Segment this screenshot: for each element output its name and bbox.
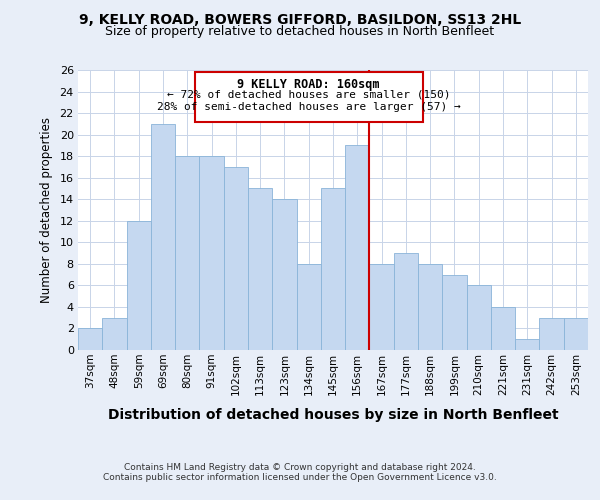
Bar	[370, 264, 394, 350]
Bar	[539, 318, 564, 350]
Bar	[442, 274, 467, 350]
Bar	[418, 264, 442, 350]
Text: 9, KELLY ROAD, BOWERS GIFFORD, BASILDON, SS13 2HL: 9, KELLY ROAD, BOWERS GIFFORD, BASILDON,…	[79, 12, 521, 26]
Text: Distribution of detached houses by size in North Benfleet: Distribution of detached houses by size …	[107, 408, 559, 422]
Bar	[127, 221, 151, 350]
Bar	[491, 307, 515, 350]
Text: Contains public sector information licensed under the Open Government Licence v3: Contains public sector information licen…	[103, 472, 497, 482]
Text: Contains HM Land Registry data © Crown copyright and database right 2024.: Contains HM Land Registry data © Crown c…	[124, 462, 476, 471]
Bar	[564, 318, 588, 350]
Bar	[248, 188, 272, 350]
Bar	[272, 199, 296, 350]
Text: ← 72% of detached houses are smaller (150): ← 72% of detached houses are smaller (15…	[167, 90, 451, 100]
Bar	[394, 253, 418, 350]
Bar	[151, 124, 175, 350]
Bar	[467, 286, 491, 350]
Bar	[199, 156, 224, 350]
Text: 28% of semi-detached houses are larger (57) →: 28% of semi-detached houses are larger (…	[157, 102, 461, 112]
Y-axis label: Number of detached properties: Number of detached properties	[40, 117, 53, 303]
Bar	[78, 328, 102, 350]
Bar	[515, 339, 539, 350]
Bar	[321, 188, 345, 350]
Bar	[296, 264, 321, 350]
Bar	[175, 156, 199, 350]
Bar	[102, 318, 127, 350]
Bar	[345, 146, 370, 350]
Text: 9 KELLY ROAD: 160sqm: 9 KELLY ROAD: 160sqm	[238, 78, 380, 91]
Text: Size of property relative to detached houses in North Benfleet: Size of property relative to detached ho…	[106, 25, 494, 38]
Bar	[224, 167, 248, 350]
Bar	[194, 72, 423, 122]
